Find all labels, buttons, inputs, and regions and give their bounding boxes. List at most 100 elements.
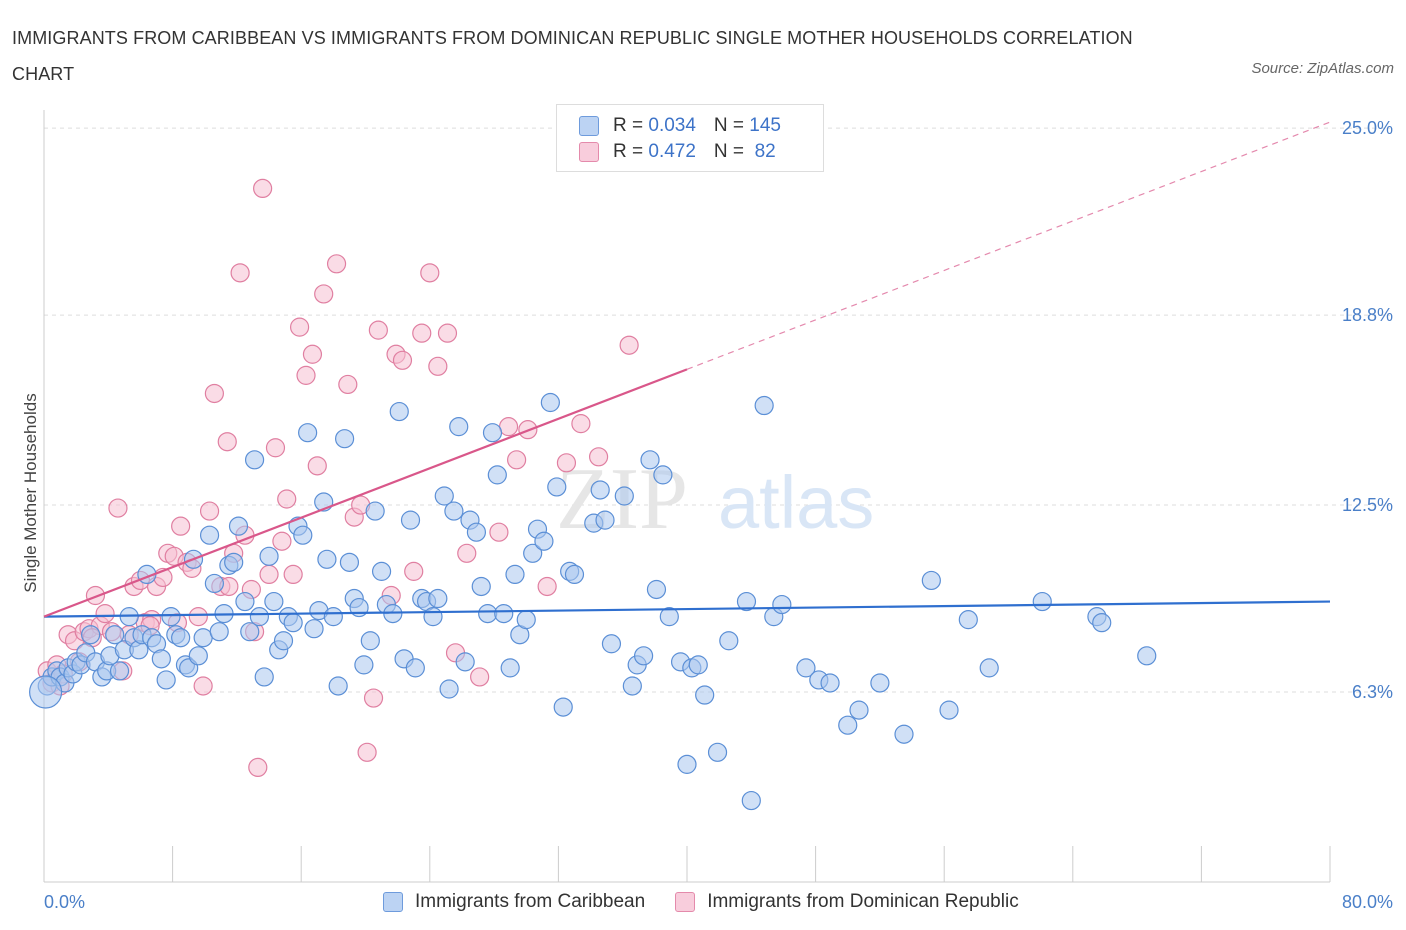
caribbean-point [633,646,654,666]
caribbean-point [736,591,757,612]
caribbean-point [171,628,191,648]
caribbean-point [471,576,491,597]
dominican-point [571,414,591,434]
dominican-point [259,564,279,585]
dominican-point [428,356,448,376]
caribbean-point [500,658,520,678]
x-ticks [172,846,1331,882]
caribbean-point [553,697,573,717]
caribbean-point [653,465,673,485]
dominican-point [272,531,292,551]
caribbean-point [796,658,816,678]
caribbean-point [354,655,374,675]
dominican-point [392,350,413,370]
dominican-point [489,522,509,542]
dominican-point [314,284,334,304]
caribbean-point [659,607,679,627]
caribbean-point [979,658,999,678]
dominican-point [363,688,384,708]
caribbean-point [109,661,130,681]
dominican-point [437,323,458,343]
dominican-point [457,543,477,563]
n-value: 145 [749,115,781,136]
caribbean-point [273,631,294,651]
dominican-trend-extension [686,121,1331,370]
caribbean-point [494,604,514,624]
dominican-point [338,374,358,395]
dominican-point [326,254,347,274]
source-note: Source: ZipAtlas.com [1251,60,1394,77]
series-caribbean-points [29,392,1157,811]
caribbean-point [838,715,858,735]
dominican-point [277,489,297,509]
caribbean-point [434,486,454,506]
caribbean-point [772,594,792,615]
y-tick-labels: 6.3% 12.5% 18.8% 25.0% [1342,118,1393,702]
caribbean-point [741,790,761,811]
r-label: R = [613,115,649,136]
caribbean-point [534,531,554,551]
dominican-point [85,585,106,606]
dominican-point [368,320,388,340]
caribbean-point [894,724,914,744]
dominican-point [193,676,213,696]
caribbean-point [293,525,313,545]
dominican-point [108,498,128,518]
caribbean-point [249,607,270,627]
caribbean-point [482,423,503,443]
y-tick-label: 25.0% [1342,118,1393,138]
caribbean-point [240,622,260,642]
dominican-point [230,263,250,283]
dominican-point [171,516,191,536]
dominican-point [404,561,424,581]
dominican-point [199,501,220,521]
dominican-point [357,742,377,762]
x-tick-label-max: 80.0% [1342,892,1393,912]
y-tick-label: 12.5% [1342,495,1393,515]
caribbean-point [209,622,229,642]
dominican-point [470,667,490,687]
dominican-point [204,383,224,404]
legend-item-dominican: Immigrants from Dominican Republic [675,891,1019,913]
dominican-point [289,317,310,337]
caribbean-point [259,546,279,566]
caribbean-point [516,610,536,630]
caribbean-point [719,631,739,651]
y-tick-label: 6.3% [1352,682,1393,702]
caribbean-point [677,754,697,774]
caribbean-point [455,652,475,672]
dominican-point [283,564,303,585]
gridlines [43,110,1390,883]
r-value: 0.472 [648,141,696,162]
caribbean-point [328,676,348,696]
dominican-point [188,607,208,627]
caribbean-point [81,625,101,645]
caribbean-point [444,501,464,521]
caribbean-point [199,525,220,545]
caribbean-point [640,450,660,470]
caribbean-point [360,631,380,651]
caribbean-point [547,477,567,497]
dominican-point [296,365,316,385]
caribbean-point [590,480,610,500]
caribbean-point [224,552,244,572]
caribbean-point [523,543,543,563]
dominican-swatch [579,142,599,162]
dominican-trend-line [43,368,688,618]
r-value: 0.034 [648,115,696,136]
caribbean-point [1137,646,1157,666]
caribbean-swatch [383,892,403,912]
caribbean-point [156,670,176,690]
caribbean-point [188,646,208,666]
legend-item-caribbean: Immigrants from Caribbean [383,891,645,913]
caribbean-point [622,676,642,696]
chart-title: IMMIGRANTS FROM CARIBBEAN VS IMMIGRANTS … [12,28,1133,84]
caribbean-point [695,685,715,705]
y-axis-label: Single Mother Households [21,393,40,592]
caribbean-point [204,573,224,594]
stats-row-caribbean: R = 0.034 N = 145 [579,113,781,139]
caribbean-point [688,655,708,675]
caribbean-point [389,401,409,422]
dominican-point [507,450,527,470]
